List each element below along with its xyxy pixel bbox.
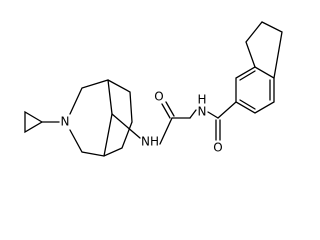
cyclopropyl-ring	[24, 110, 44, 134]
bond	[103, 113, 113, 157]
bond	[111, 113, 141, 139]
bond	[161, 103, 171, 119]
atom-label: O	[154, 90, 163, 104]
bond	[165, 101, 175, 117]
atom-labels: N NH O N H O	[61, 90, 223, 155]
cyclopentane-ring	[245, 21, 283, 79]
bond	[159, 117, 173, 145]
benzene-ring	[235, 66, 275, 114]
bond	[207, 111, 219, 119]
bicyclic-ring	[69, 79, 133, 157]
bond	[217, 101, 237, 119]
bond	[239, 99, 256, 110]
atom-label: H	[197, 93, 206, 107]
atom-label: O	[213, 141, 222, 155]
atom-label: N	[61, 115, 70, 129]
bonds	[24, 21, 283, 157]
bond	[239, 70, 256, 81]
atom-label: N	[198, 105, 207, 119]
bond	[189, 109, 197, 119]
molecule-diagram: N NH O N H O	[24, 21, 283, 157]
atom-label: NH	[141, 135, 159, 149]
bond	[107, 79, 113, 115]
